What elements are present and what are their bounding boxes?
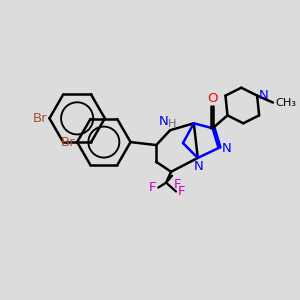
- Text: F: F: [174, 178, 182, 191]
- Text: Br: Br: [33, 112, 47, 125]
- Text: N: N: [259, 89, 269, 102]
- Text: F: F: [178, 185, 185, 198]
- Text: N: N: [158, 115, 168, 128]
- Text: N: N: [221, 142, 231, 154]
- Text: F: F: [149, 181, 156, 194]
- Text: Br: Br: [61, 136, 75, 148]
- Text: H: H: [168, 119, 177, 129]
- Text: O: O: [207, 92, 218, 106]
- Text: CH₃: CH₃: [275, 98, 296, 107]
- Text: N: N: [194, 160, 204, 173]
